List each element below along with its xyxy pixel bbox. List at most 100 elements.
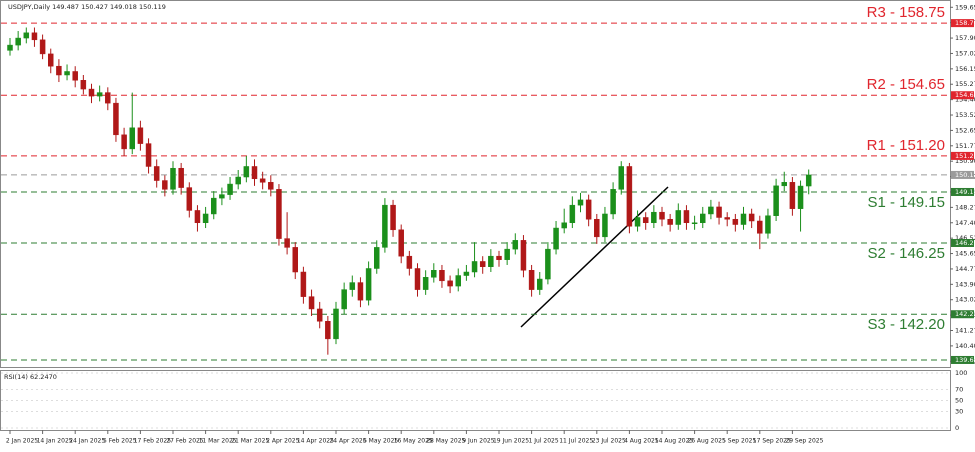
candle-body bbox=[105, 92, 111, 104]
x-tick-label: 29 Sep 2025 bbox=[785, 438, 823, 445]
candle-body bbox=[651, 211, 657, 224]
level-label: R3 - 158.75 bbox=[867, 4, 945, 21]
candle-body bbox=[39, 39, 46, 55]
candle-body bbox=[757, 220, 763, 234]
level-marker: 158.750 bbox=[955, 19, 975, 27]
level-marker: 146.250 bbox=[955, 239, 975, 247]
candle-body bbox=[569, 204, 576, 224]
candle-body bbox=[659, 211, 665, 220]
y-tick-label: 140.400 bbox=[955, 342, 975, 350]
candle-body bbox=[773, 185, 779, 216]
level-marker: 151.200 bbox=[955, 152, 975, 160]
candle-body bbox=[431, 270, 437, 278]
x-tick-label: 14 Apr 2025 bbox=[297, 438, 334, 445]
rsi-tick-label: 50 bbox=[955, 397, 963, 405]
y-tick-label: 146.525 bbox=[955, 234, 975, 242]
candle-body bbox=[488, 255, 494, 267]
candle-body bbox=[365, 268, 372, 301]
level-label: S1 - 149.15 bbox=[867, 194, 945, 211]
x-tick-label: 17 Feb 2025 bbox=[134, 438, 172, 445]
rsi-tick-label: 100 bbox=[955, 369, 967, 377]
candle-body bbox=[675, 210, 682, 225]
candle-body bbox=[72, 71, 78, 81]
candle-body bbox=[463, 271, 470, 276]
level-marker-box bbox=[951, 91, 974, 100]
candle-body bbox=[162, 180, 168, 190]
candle-body bbox=[325, 321, 331, 340]
candle-body bbox=[479, 261, 486, 267]
x-tick-label: 11 Jul 2025 bbox=[559, 438, 593, 445]
x-tick-label: 21 Mar 2025 bbox=[231, 438, 269, 445]
candle-body bbox=[390, 204, 396, 231]
candle-body bbox=[211, 197, 217, 215]
candle-body bbox=[292, 247, 298, 273]
y-tick-label: 157.025 bbox=[955, 49, 975, 57]
candle-body bbox=[520, 240, 527, 271]
candle-body bbox=[716, 206, 722, 218]
candle-body bbox=[15, 37, 21, 46]
candle-body bbox=[439, 270, 445, 282]
candle-body bbox=[284, 238, 290, 248]
level-marker-box bbox=[951, 19, 974, 28]
y-tick-label: 152.650 bbox=[955, 126, 975, 134]
candle-body bbox=[145, 143, 152, 167]
candle-body bbox=[170, 167, 176, 190]
rsi-tick-label: 30 bbox=[955, 408, 963, 416]
y-tick-label: 150.900 bbox=[955, 157, 975, 165]
candle-body bbox=[113, 102, 119, 136]
y-tick-label: 145.650 bbox=[955, 250, 975, 258]
level-marker-box bbox=[951, 238, 974, 247]
candle-body bbox=[374, 247, 380, 269]
x-tick-label: 2 Apr 2025 bbox=[266, 438, 299, 445]
candle-body bbox=[642, 217, 649, 224]
candle-body bbox=[129, 127, 135, 150]
candle-body bbox=[545, 248, 551, 280]
candle-body bbox=[276, 189, 282, 239]
candle-body bbox=[618, 166, 624, 190]
candle-body bbox=[333, 308, 339, 340]
candle-body bbox=[382, 204, 388, 248]
x-tick-label: 5 Sep 2025 bbox=[722, 438, 756, 445]
candle-body bbox=[610, 189, 616, 215]
x-tick-label: 5 Feb 2025 bbox=[103, 438, 137, 445]
candle-body bbox=[528, 270, 535, 290]
candle-body bbox=[64, 71, 70, 76]
candle-body bbox=[577, 199, 584, 206]
candle-body bbox=[31, 32, 38, 41]
y-tick-label: 143.900 bbox=[955, 280, 975, 288]
level-marker-box bbox=[951, 151, 974, 160]
candle-body bbox=[496, 255, 502, 260]
level-marker: 150.119 bbox=[955, 171, 975, 179]
candle-body bbox=[243, 166, 250, 178]
candle-body bbox=[398, 229, 404, 257]
candle-body bbox=[455, 275, 461, 287]
level-marker: 154.650 bbox=[955, 91, 975, 99]
x-tick-label: 28 May 2025 bbox=[426, 438, 465, 445]
candle-body bbox=[219, 194, 225, 199]
candle-body bbox=[202, 213, 209, 224]
y-tick-label: 156.150 bbox=[955, 65, 975, 73]
y-tick-label: 153.525 bbox=[955, 111, 975, 119]
x-tick-label: 14 Aug 2025 bbox=[655, 438, 694, 445]
x-tick-label: 24 Apr 2025 bbox=[329, 438, 366, 445]
level-label: S3 - 142.20 bbox=[867, 316, 945, 333]
candle-body bbox=[406, 255, 413, 269]
candle-body bbox=[308, 296, 315, 310]
x-tick-label: 26 Aug 2025 bbox=[687, 438, 726, 445]
candle-body bbox=[178, 167, 184, 188]
y-tick-label: 147.400 bbox=[955, 219, 975, 227]
candle-body bbox=[121, 134, 127, 150]
level-marker: 149.150 bbox=[955, 188, 975, 196]
level-label: R2 - 154.65 bbox=[867, 76, 945, 93]
chart-title: USDJPY,Daily 149.487 150.427 149.018 150… bbox=[8, 3, 166, 11]
candle-body bbox=[153, 166, 160, 181]
candle-body bbox=[634, 217, 641, 227]
price-frame bbox=[0, 0, 951, 368]
candle-body bbox=[80, 80, 87, 90]
candle-body bbox=[268, 182, 274, 190]
y-tick-label: 144.775 bbox=[955, 265, 975, 273]
level-label: S2 - 146.25 bbox=[867, 245, 945, 262]
level-marker: 139.600 bbox=[955, 356, 975, 364]
x-tick-label: 16 May 2025 bbox=[394, 438, 433, 445]
candle-body bbox=[765, 215, 771, 234]
